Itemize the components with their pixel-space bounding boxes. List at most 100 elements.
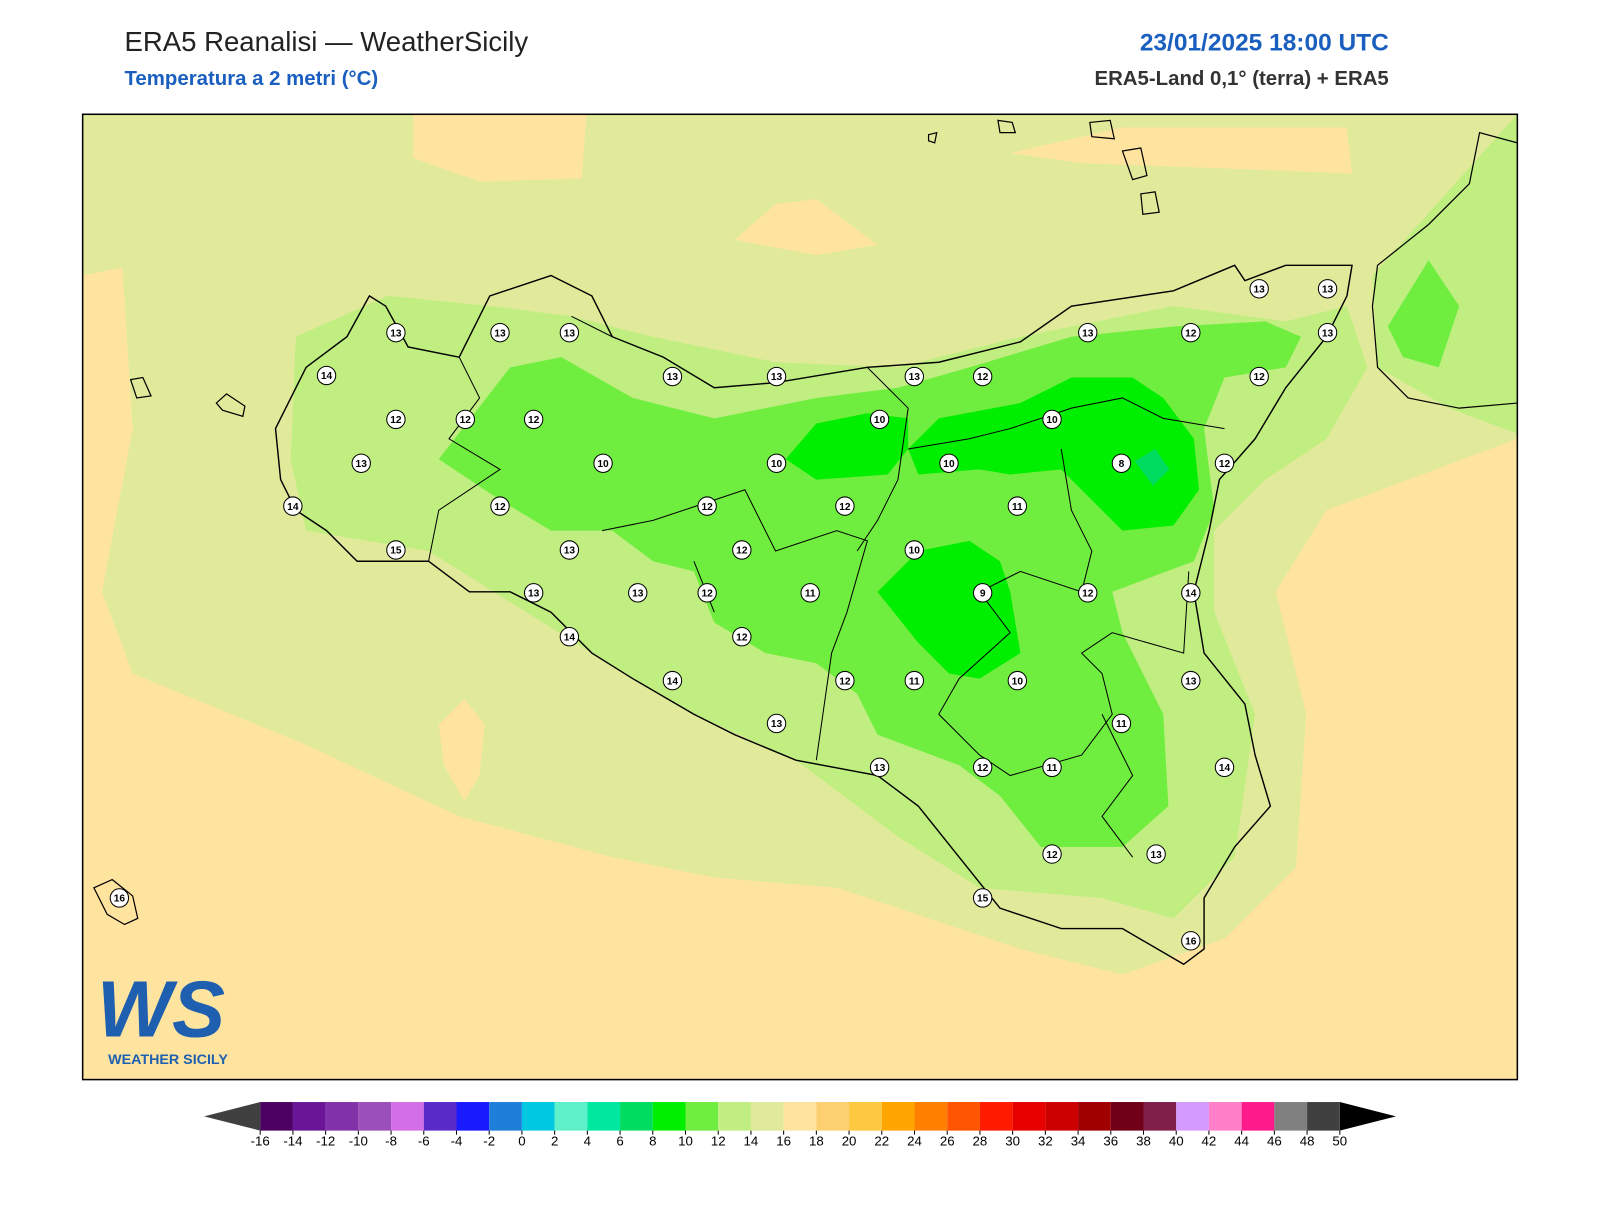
station-marker <box>1111 713 1132 734</box>
station-marker <box>697 583 717 603</box>
station: 12 <box>972 366 993 387</box>
colorbar-tick-label: 20 <box>842 1133 857 1148</box>
field-16-18 <box>1010 127 1353 174</box>
colorbar-tick-label: 18 <box>809 1133 824 1148</box>
station: 13 <box>628 583 648 603</box>
station: 13 <box>490 322 510 343</box>
colorbar-bin <box>750 1102 784 1131</box>
station-marker <box>490 322 510 343</box>
map: 13 13 13 14 12 12 12 13 14 15 12 13 13 13 13 13 10 12 12 12… <box>81 113 1519 1081</box>
station-value: 13 <box>356 459 368 470</box>
station-value: 13 <box>771 719 783 730</box>
station-value: 13 <box>528 589 540 600</box>
colorbar-bin <box>816 1102 850 1131</box>
station: 12 <box>1181 322 1201 343</box>
station-marker <box>904 366 924 387</box>
colorbar-tick-label: 34 <box>1071 1133 1086 1148</box>
station-value: 13 <box>494 328 506 339</box>
station-marker <box>972 366 993 387</box>
station: 14 <box>662 670 683 691</box>
station-value: 15 <box>390 546 402 557</box>
colorbar-tick-label: 22 <box>874 1133 889 1148</box>
station-value: 13 <box>909 372 921 383</box>
station: 13 <box>662 366 683 387</box>
colorbar-bin <box>947 1102 980 1131</box>
station: 14 <box>316 365 337 386</box>
station-marker <box>386 409 406 430</box>
station: 12 <box>732 627 752 647</box>
colorbar-bin <box>521 1102 555 1131</box>
station-marker <box>869 409 890 430</box>
station: 13 <box>523 583 544 603</box>
station: 12 <box>697 496 717 516</box>
colorbar-tick-label: 24 <box>907 1133 922 1148</box>
station-marker <box>939 453 959 473</box>
station-value: 10 <box>1012 676 1024 687</box>
station: 12 <box>490 496 510 516</box>
station-value: 12 <box>1082 589 1094 600</box>
station-marker <box>1007 670 1028 691</box>
colorbar-tick-label: 12 <box>711 1133 726 1148</box>
colorbar-bin <box>587 1102 621 1131</box>
station: 12 <box>732 540 752 560</box>
colorbar-bin <box>1176 1102 1209 1131</box>
station: 13 <box>559 322 580 343</box>
colorbar-under <box>204 1102 261 1131</box>
station-marker <box>455 409 475 430</box>
station-marker <box>662 670 683 691</box>
station: 14 <box>1214 757 1235 778</box>
station-marker <box>1181 931 1201 951</box>
colorbar-tick-label: 46 <box>1267 1133 1282 1148</box>
station: 12 <box>835 496 855 516</box>
station-value: 10 <box>771 459 783 470</box>
station-value: 12 <box>736 632 748 643</box>
station: 13 <box>1146 844 1166 864</box>
station-value: 12 <box>494 502 506 513</box>
station-marker <box>1181 583 1201 603</box>
station-value: 14 <box>564 632 576 643</box>
colorbar-bin <box>456 1102 490 1131</box>
station: 13 <box>1317 322 1338 343</box>
colorbar-bin <box>1110 1102 1144 1131</box>
station: 14 <box>559 627 580 647</box>
station-marker <box>523 409 544 430</box>
station-marker <box>559 627 580 647</box>
colorbar-bin <box>979 1102 1013 1131</box>
station: 11 <box>1111 713 1132 734</box>
station-marker <box>1214 453 1235 473</box>
subtitle: Temperatura a 2 metri (°C) <box>124 68 378 90</box>
station-value: 12 <box>977 372 989 383</box>
station-marker <box>766 453 787 473</box>
colorbar-tick-label: 16 <box>776 1133 791 1148</box>
logo: WS WEATHER SICILY <box>97 964 228 1068</box>
colorbar-tick-label: -6 <box>418 1133 430 1148</box>
colorbar-tick-label: 8 <box>649 1133 656 1148</box>
station: 10 <box>593 453 613 473</box>
station-marker <box>697 496 717 516</box>
station: 16 <box>1181 931 1201 951</box>
station-marker <box>1249 366 1269 387</box>
datetime: 23/01/2025 18:00 UTC <box>1140 29 1389 56</box>
station: 10 <box>766 453 787 473</box>
station: 14 <box>283 496 303 516</box>
station: 10 <box>1042 409 1062 430</box>
station-value: 13 <box>1322 284 1334 295</box>
station-marker <box>1042 844 1062 864</box>
colorbar-tick-label: 28 <box>973 1133 988 1148</box>
station: 13 <box>904 366 924 387</box>
station-marker <box>904 540 924 560</box>
station: 12 <box>1249 366 1269 387</box>
station: 10 <box>904 540 924 560</box>
colorbar-tick-label: 38 <box>1136 1133 1151 1148</box>
station-value: 14 <box>321 371 333 382</box>
station-value: 11 <box>909 676 920 687</box>
colorbar-tick-label: 30 <box>1005 1133 1020 1148</box>
station-value: 10 <box>874 415 886 426</box>
station-marker <box>972 757 993 778</box>
station-marker <box>559 540 580 560</box>
station-marker <box>1317 322 1338 343</box>
title: ERA5 Reanalisi — WeatherSicily <box>124 26 528 57</box>
station: 13 <box>1317 279 1338 299</box>
colorbar-bin <box>718 1102 751 1131</box>
station: 12 <box>1078 583 1098 603</box>
